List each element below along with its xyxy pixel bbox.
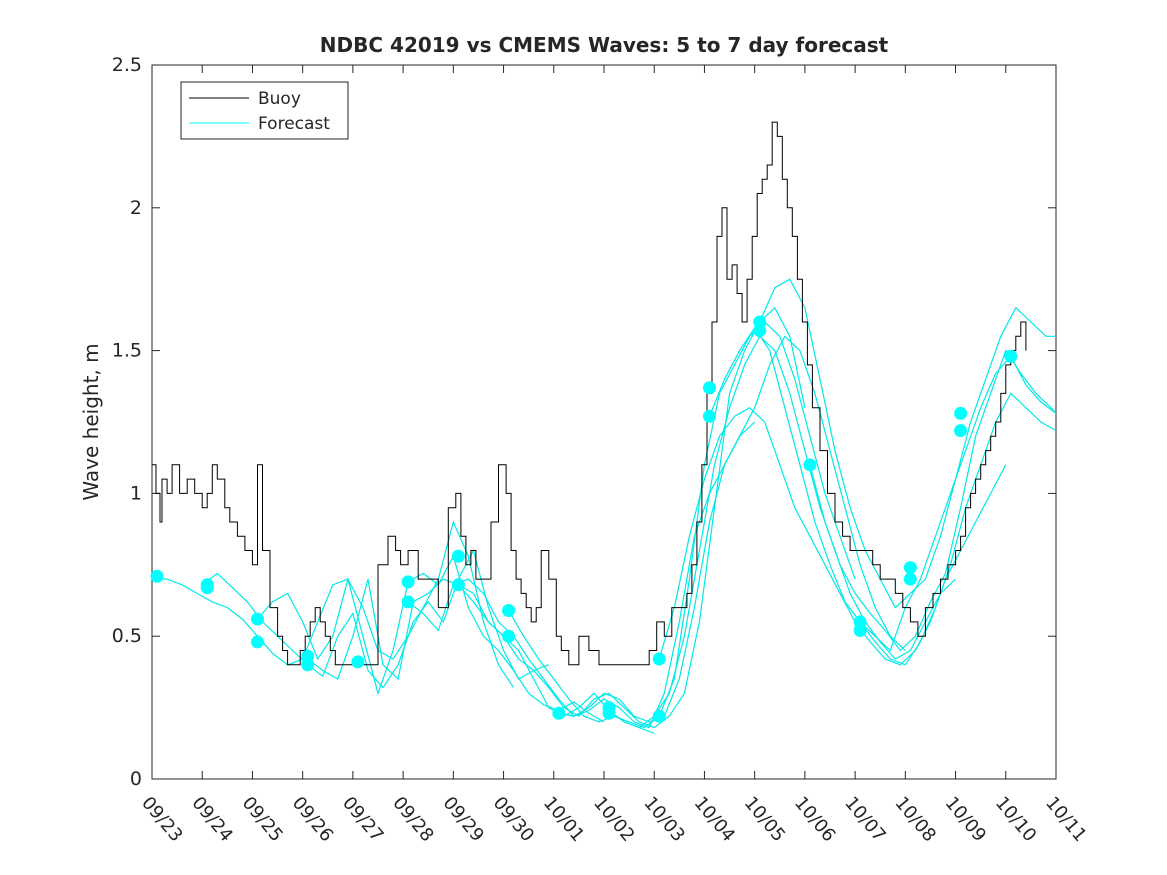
forecast-marker — [351, 655, 365, 669]
forecast-marker — [652, 709, 666, 723]
y-tick-label: 0 — [130, 768, 142, 790]
y-tick-label: 2 — [130, 197, 142, 219]
plot-frame — [151, 64, 1057, 780]
forecast-marker — [702, 409, 716, 423]
forecast-marker — [401, 575, 415, 589]
legend-buoy-label: Buoy — [258, 89, 301, 109]
y-tick-label: 2.5 — [112, 54, 142, 76]
forecast-marker — [502, 629, 516, 643]
forecast-line-13 — [809, 349, 1057, 652]
forecast-line-1 — [152, 520, 515, 688]
forecast-marker — [652, 652, 666, 666]
forecast-marker — [200, 581, 214, 595]
forecast-line-11 — [708, 326, 1057, 666]
legend-forecast-label: Forecast — [258, 114, 330, 134]
forecast-line-7 — [508, 321, 856, 729]
forecast-marker — [502, 603, 516, 617]
plot-area: 00.511.522.509/23 09/24 09/25 09/26 09/27 09/… — [112, 54, 1091, 846]
forecast-line-6 — [458, 306, 806, 729]
forecast-line-14 — [859, 355, 1057, 652]
forecast-marker — [552, 706, 566, 720]
forecast-marker — [250, 612, 264, 626]
forecast-marker — [1004, 349, 1018, 363]
forecast-marker — [250, 635, 264, 649]
forecast-line-5 — [407, 421, 756, 723]
legend: Buoy Forecast — [180, 81, 349, 140]
forecast-line-4 — [307, 578, 655, 734]
forecast-marker — [903, 572, 917, 586]
forecast-marker — [954, 406, 968, 420]
y-tick-label: 1 — [130, 482, 142, 504]
y-axis-label: Wave height, m — [79, 343, 103, 500]
forecast-marker — [401, 595, 415, 609]
legend-box — [180, 81, 349, 140]
chart-title: NDBC 42019 vs CMEMS Waves: 5 to 7 day fo… — [320, 33, 889, 57]
forecast-marker — [954, 424, 968, 438]
forecast-marker — [853, 623, 867, 637]
forecast-line-9 — [608, 335, 957, 729]
forecast-marker — [150, 569, 164, 583]
forecast-line-8 — [558, 335, 906, 729]
forecast-marker — [702, 381, 716, 395]
y-tick-label: 0.5 — [112, 625, 142, 647]
forecast-marker — [451, 549, 465, 563]
forecast-line-12 — [759, 278, 1056, 609]
forecast-marker — [301, 658, 315, 672]
forecast-marker — [903, 561, 917, 575]
forecast-marker — [451, 578, 465, 592]
forecast-marker — [803, 458, 817, 472]
y-tick-label: 1.5 — [112, 340, 142, 362]
buoy-line — [152, 121, 1027, 666]
forecast-marker — [753, 324, 767, 338]
forecast-marker — [602, 706, 616, 720]
